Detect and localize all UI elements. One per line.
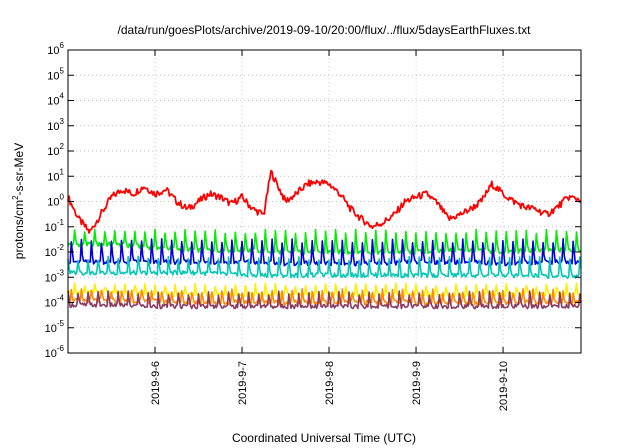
chart-title: /data/run/goesPlots/archive/2019-09-10/2… — [118, 23, 532, 37]
x-tick-label: 2019-9-8 — [324, 361, 336, 405]
series-line — [67, 238, 582, 267]
y-axis-label-suffix: -s-sr-MeV — [12, 143, 26, 196]
series-line — [67, 288, 582, 306]
series-line — [67, 169, 582, 234]
x-tick-label: 2019-9-9 — [411, 361, 423, 405]
y-tick-exponent: 3 — [60, 117, 65, 126]
y-tick-base: 10 — [45, 348, 57, 360]
y-tick-base: 10 — [45, 272, 57, 284]
x-tick-label: 2019-9-7 — [237, 361, 249, 405]
y-tick-base: 10 — [45, 323, 57, 335]
x-axis-label: Coordinated Universal Time (UTC) — [232, 431, 416, 445]
y-tick-exponent: 2 — [60, 142, 65, 151]
y-tick-exponent: -2 — [57, 243, 65, 252]
y-tick-exponent: 5 — [60, 66, 65, 75]
y-tick-base: 10 — [45, 298, 57, 310]
y-tick-base: 10 — [47, 70, 59, 82]
series-line — [67, 228, 582, 256]
y-tick-exponent: -3 — [57, 268, 65, 277]
y-tick-base: 10 — [45, 247, 57, 259]
x-tick-label: 2019-9-10 — [498, 361, 510, 411]
y-tick-label: 10-1 — [45, 218, 65, 234]
y-axis-label: protons/cm2-s-sr-MeV — [11, 143, 26, 259]
y-tick-exponent: 0 — [60, 193, 65, 202]
y-tick-label: 10-3 — [45, 268, 65, 284]
y-tick-exponent: -6 — [57, 344, 65, 353]
y-tick-label: 10-4 — [45, 294, 65, 310]
y-tick-base: 10 — [47, 45, 59, 57]
series-line — [67, 255, 582, 280]
x-axis-ticks: 2019-9-6 2019-9-7 2019-9-8 2019-9-9 2019-9-1… — [150, 50, 510, 411]
y-tick-base: 10 — [47, 171, 59, 183]
y-tick-label: 10-6 — [45, 344, 65, 360]
y-axis-label-prefix: protons/cm — [12, 200, 26, 259]
series-group — [67, 169, 582, 310]
y-axis-label-superscript: 2 — [11, 195, 20, 200]
y-tick-base: 10 — [45, 222, 57, 234]
y-tick-label: 105 — [47, 66, 64, 82]
y-tick-label: 10-5 — [45, 319, 65, 335]
y-tick-exponent: 1 — [60, 167, 65, 176]
y-tick-exponent: -5 — [57, 319, 65, 328]
x-tick-label: 2019-9-6 — [150, 361, 162, 405]
y-tick-label: 10-2 — [45, 243, 65, 259]
y-tick-base: 10 — [47, 197, 59, 209]
y-tick-label: 104 — [47, 92, 64, 108]
y-tick-label: 106 — [47, 41, 64, 57]
y-tick-label: 103 — [47, 117, 64, 133]
y-tick-label: 101 — [47, 167, 64, 183]
series-line — [67, 282, 582, 299]
y-tick-base: 10 — [47, 146, 59, 158]
y-tick-exponent: 6 — [60, 41, 65, 50]
y-tick-label: 100 — [47, 193, 64, 209]
y-tick-base: 10 — [47, 121, 59, 133]
y-tick-exponent: -1 — [57, 218, 65, 227]
y-tick-exponent: 4 — [60, 92, 65, 101]
y-tick-label: 102 — [47, 142, 64, 158]
y-axis-ticks: 10-610-510-410-310-210-11001011021031041… — [45, 41, 581, 360]
y-tick-base: 10 — [47, 96, 59, 108]
series-line — [67, 290, 582, 310]
y-tick-exponent: -4 — [57, 294, 65, 303]
